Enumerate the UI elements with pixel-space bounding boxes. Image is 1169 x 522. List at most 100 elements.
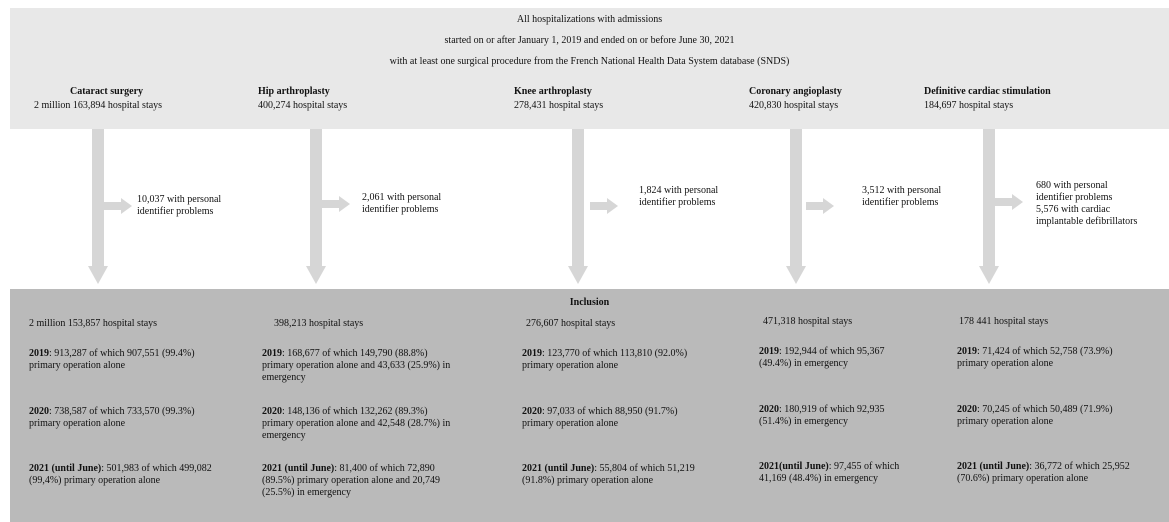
- year-label: 2021 (until June): [262, 463, 335, 474]
- year-rest: primary operation alone: [522, 418, 619, 429]
- cardiac-initial: 184,697 hospital stays: [924, 100, 1014, 111]
- exclusion-line: 3,512 with personal: [862, 185, 942, 196]
- cataract-2019: 2019: 913,287 of which 907,551 (99.4%) p…: [29, 348, 195, 372]
- exclusion-line: implantable defibrillators: [1036, 216, 1138, 227]
- coronary-exclusion: 3,512 with personal identifier problems: [862, 185, 941, 209]
- year-rest: primary operation alone: [29, 360, 126, 371]
- exclusion-line: 10,037 with personal: [137, 194, 222, 205]
- knee-title: Knee arthroplasty: [514, 86, 592, 97]
- knee-initial: 278,431 hospital stays: [514, 100, 604, 111]
- year-label: 2019: [759, 346, 779, 357]
- year-text: : 501,983 of which 499,082: [101, 463, 212, 474]
- header-line-1: All hospitalizations with admissions: [516, 14, 663, 25]
- year-rest: primary operation alone: [522, 360, 619, 371]
- exclusion-line: identifier problems: [1036, 192, 1113, 203]
- cardiac-2019: 2019: 71,424 of which 52,758 (73.9%) pri…: [957, 346, 1113, 370]
- year-text: : 97,455 of which: [828, 461, 900, 472]
- cataract-initial: 2 million 163,894 hospital stays: [34, 100, 163, 111]
- hip-title: Hip arthroplasty: [258, 86, 330, 97]
- exclusion-line: identifier problems: [137, 206, 214, 217]
- coronary-initial: 420,830 hospital stays: [749, 100, 839, 111]
- hip-exclusion: 2,061 with personal identifier problems: [362, 192, 441, 216]
- cardiac-exclusion-arrow: [995, 194, 1023, 210]
- year-text: : 71,424 of which 52,758 (73.9%): [977, 346, 1113, 357]
- year-label: 2019: [522, 348, 542, 359]
- year-text: : 738,587 of which 733,570 (99.3%): [49, 406, 195, 417]
- year-rest: emergency: [262, 372, 306, 383]
- cataract-exclusion-arrow: [104, 198, 132, 214]
- year-rest: 41,169 (48.4%) in emergency: [759, 473, 878, 484]
- year-label: 2019: [29, 348, 49, 359]
- year-rest: primary operation alone and 43,633 (25.9…: [262, 360, 451, 371]
- cardiac-2021: 2021 (until June): 36,772 of which 25,95…: [957, 461, 1130, 485]
- hip-down-arrow: [306, 129, 326, 284]
- year-text: : 123,770 of which 113,810 (92.0%): [542, 348, 688, 359]
- cataract-exclusion: 10,037 with personal identifier problems: [137, 194, 221, 218]
- exclusion-line: identifier problems: [862, 197, 939, 208]
- knee-exclusion: 1,824 with personal identifier problems: [639, 185, 718, 209]
- year-text: : 97,033 of which 88,950 (91.7%): [542, 406, 678, 417]
- cardiac-down-arrow: [979, 129, 999, 284]
- year-text: : 180,919 of which 92,935: [779, 404, 885, 415]
- year-text: : 192,944 of which 95,367: [779, 346, 885, 357]
- year-text: : 913,287 of which 907,551 (99.4%): [49, 348, 195, 359]
- year-rest: (99,4%) primary operation alone: [29, 475, 161, 486]
- year-rest: (25.5%) in emergency: [262, 487, 351, 498]
- year-text: : 81,400 of which 72,890: [334, 463, 435, 474]
- inclusion-title: Inclusion: [569, 297, 610, 308]
- exclusion-line: 2,061 with personal: [362, 192, 442, 203]
- year-rest: emergency: [262, 430, 306, 441]
- exclusion-line: 5,576 with cardiac: [1036, 204, 1111, 215]
- year-label: 2021 (until June): [957, 461, 1030, 472]
- coronary-2020: 2020: 180,919 of which 92,935 (51.4%) in…: [759, 404, 885, 428]
- exclusion-line: identifier problems: [362, 204, 439, 215]
- knee-down-arrow: [568, 129, 588, 284]
- hip-exclusion-arrow: [322, 196, 350, 212]
- inclusion-band: [10, 289, 1169, 522]
- knee-2020: 2020: 97,033 of which 88,950 (91.7%) pri…: [522, 406, 678, 430]
- header-line-2: started on or after January 1, 2019 and …: [444, 35, 735, 46]
- year-label: 2020: [759, 404, 779, 415]
- coronary-down-arrow: [786, 129, 806, 284]
- source-population-band: [10, 8, 1169, 129]
- hip-included: 398,213 hospital stays: [274, 318, 364, 329]
- year-label: 2020: [522, 406, 542, 417]
- year-text: : 168,677 of which 149,790 (88.8%): [282, 348, 428, 359]
- year-label: 2020: [29, 406, 49, 417]
- coronary-exclusion-arrow: [806, 198, 834, 214]
- knee-exclusion-arrow: [590, 198, 618, 214]
- year-text: : 55,804 of which 51,219: [594, 463, 695, 474]
- year-label: 2020: [262, 406, 282, 417]
- exclusion-line: 680 with personal: [1036, 180, 1108, 191]
- cataract-down-arrow: [88, 129, 108, 284]
- exclusion-line: 1,824 with personal: [639, 185, 719, 196]
- year-rest: primary operation alone: [957, 416, 1054, 427]
- year-rest: primary operation alone: [29, 418, 126, 429]
- cataract-2020: 2020: 738,587 of which 733,570 (99.3%) p…: [29, 406, 195, 430]
- knee-2021: 2021 (until June): 55,804 of which 51,21…: [522, 463, 695, 487]
- knee-included: 276,607 hospital stays: [526, 318, 616, 329]
- year-text: : 36,772 of which 25,952: [1029, 461, 1130, 472]
- hip-initial: 400,274 hospital stays: [258, 100, 348, 111]
- year-rest: (49.4%) in emergency: [759, 358, 848, 369]
- year-label: 2021(until June): [759, 461, 829, 472]
- hip-2021: 2021 (until June): 81,400 of which 72,89…: [262, 463, 440, 499]
- cardiac-2020: 2020: 70,245 of which 50,489 (71.9%) pri…: [957, 404, 1113, 428]
- cardiac-title: Definitive cardiac stimulation: [924, 86, 1051, 97]
- year-label: 2020: [957, 404, 977, 415]
- cardiac-included: 178 441 hospital stays: [959, 316, 1049, 327]
- year-text: : 70,245 of which 50,489 (71.9%): [977, 404, 1113, 415]
- year-rest: primary operation alone: [957, 358, 1054, 369]
- year-rest: (70.6%) primary operation alone: [957, 473, 1089, 484]
- coronary-2021: 2021(until June): 97,455 of which 41,169…: [759, 461, 899, 485]
- year-label: 2021 (until June): [29, 463, 102, 474]
- year-rest: (89.5%) primary operation alone and 20,7…: [262, 475, 441, 486]
- hip-2019: 2019: 168,677 of which 149,790 (88.8%) p…: [262, 348, 450, 384]
- cataract-2021: 2021 (until June): 501,983 of which 499,…: [29, 463, 212, 487]
- year-rest: (91.8%) primary operation alone: [522, 475, 654, 486]
- hip-2020: 2020: 148,136 of which 132,262 (89.3%) p…: [262, 406, 450, 442]
- cataract-included: 2 million 153,857 hospital stays: [29, 318, 158, 329]
- knee-2019: 2019: 123,770 of which 113,810 (92.0%) p…: [522, 348, 687, 372]
- cataract-title: Cataract surgery: [70, 86, 144, 97]
